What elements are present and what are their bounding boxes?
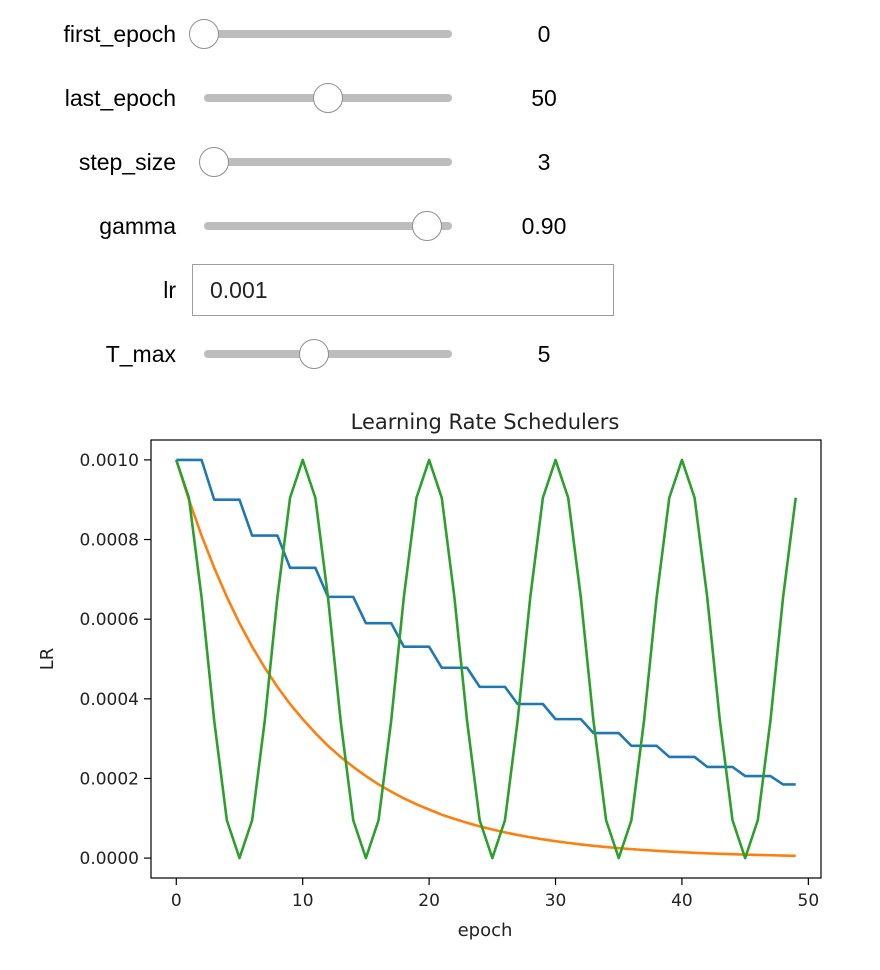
lr-scheduler-chart: Learning Rate Schedulers 0.00000.00020.0… [37,410,822,941]
x-axis-ticks: 0 10 20 30 40 50 [171,878,819,911]
lr-label: lr [163,277,176,303]
last-epoch-value: 50 [531,85,557,111]
gamma-label: gamma [99,213,176,239]
y-axis-ticks: 0.0000 0.0002 0.0004 0.0006 0.0008 0.0010 [80,451,151,869]
x-tick-label: 50 [798,891,820,911]
gamma-value: 0.90 [521,213,567,239]
t-max-slider[interactable] [204,339,452,369]
gamma-row: gamma 0.90 [0,206,880,246]
y-tick-label: 0.0006 [80,610,139,630]
y-tick-label: 0.0002 [80,769,139,789]
step-lr-series-line [176,458,796,786]
t-max-value: 5 [537,341,551,367]
step-size-slider[interactable] [199,147,452,177]
y-axis-label: LR [37,648,58,671]
lr-row: lr [0,264,880,316]
x-axis-label: epoch [458,920,513,941]
chart-series [175,458,798,860]
last-epoch-slider-handle[interactable] [313,83,343,113]
x-tick-label: 10 [292,891,314,911]
exponential-lr-series-line [175,459,796,858]
y-tick-label: 0.0008 [80,531,139,551]
t-max-label: T_max [105,341,176,367]
gamma-slider-handle[interactable] [412,211,443,241]
x-tick-label: 30 [545,891,567,911]
step-size-slider-handle[interactable] [199,147,230,177]
y-tick-label: 0.0004 [80,690,139,710]
last-epoch-slider[interactable] [204,83,452,113]
last-epoch-row: last_epoch 50 [0,78,880,118]
gamma-slider[interactable] [204,211,452,241]
lr-input[interactable] [192,264,614,316]
y-tick-label: 0.0010 [80,451,139,471]
first-epoch-row: first_epoch 0 [0,14,880,54]
chart-title: Learning Rate Schedulers [351,410,620,434]
last-epoch-label: last_epoch [64,85,176,111]
plot-frame [150,439,822,879]
x-tick-label: 40 [671,891,693,911]
first-epoch-slider-handle[interactable] [189,19,219,49]
step-size-label: step_size [78,149,176,175]
y-tick-label: 0.0000 [80,849,139,869]
first-epoch-value: 0 [537,21,551,47]
t-max-row: T_max 5 [0,334,880,374]
step-size-value: 3 [537,149,551,175]
x-tick-label: 20 [418,891,440,911]
first-epoch-slider[interactable] [189,19,452,49]
x-tick-label: 0 [171,891,182,911]
step-size-row: step_size 3 [0,142,880,182]
first-epoch-label: first_epoch [63,21,176,47]
cosine-annealing-lr-series-line [175,458,798,860]
t-max-slider-handle[interactable] [299,339,330,369]
